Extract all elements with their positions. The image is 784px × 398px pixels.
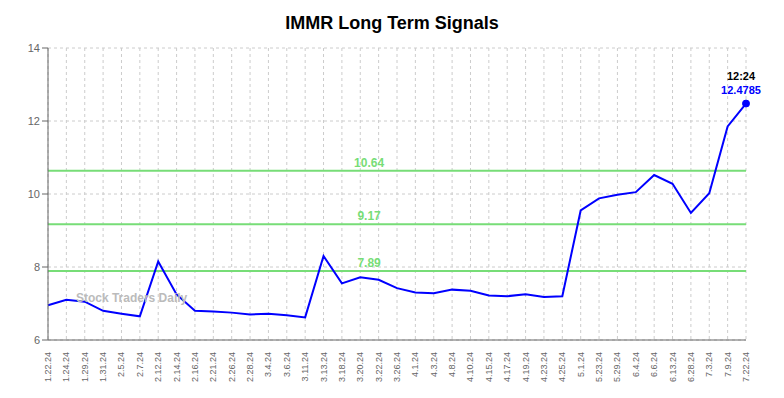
svg-text:3.26.24: 3.26.24 [392, 352, 402, 382]
svg-text:4.15.24: 4.15.24 [484, 352, 494, 382]
svg-text:2.5.24: 2.5.24 [116, 352, 126, 377]
html-text:Stock Traders Daily: Stock Traders Daily [75, 291, 188, 305]
svg-text:3.4.24: 3.4.24 [263, 352, 273, 377]
svg-text:3.6.24: 3.6.24 [282, 352, 292, 377]
svg-text:1.24.24: 1.24.24 [61, 352, 71, 382]
svg-text:7.3.24: 7.3.24 [704, 352, 714, 377]
svg-text:6: 6 [34, 334, 40, 346]
svg-text:2.21.24: 2.21.24 [208, 352, 218, 382]
svg-text:6.13.24: 6.13.24 [668, 352, 678, 382]
svg-text:4.17.24: 4.17.24 [502, 352, 512, 382]
svg-text:6.28.24: 6.28.24 [686, 352, 696, 382]
svg-text:3.20.24: 3.20.24 [355, 352, 365, 382]
svg-text:4.8.24: 4.8.24 [447, 352, 457, 377]
svg-text:2.14.24: 2.14.24 [172, 352, 182, 382]
svg-text:3.11.24: 3.11.24 [300, 352, 310, 381]
svg-text:1.29.24: 1.29.24 [80, 352, 90, 382]
svg-text:3.22.24: 3.22.24 [374, 352, 384, 382]
svg-text:10: 10 [28, 188, 40, 200]
svg-text:10.64: 10.64 [354, 156, 384, 170]
svg-text:4.23.24: 4.23.24 [539, 352, 549, 382]
svg-text:2.7.24: 2.7.24 [135, 352, 145, 377]
svg-text:6.6.24: 6.6.24 [649, 352, 659, 377]
svg-text:5.1.24: 5.1.24 [576, 352, 586, 377]
html-text:IMMR Long Term Signals: IMMR Long Term Signals [285, 13, 499, 33]
svg-text:14: 14 [28, 42, 40, 54]
svg-text:2.16.24: 2.16.24 [190, 352, 200, 382]
svg-text:12: 12 [28, 115, 40, 127]
svg-text:8: 8 [34, 261, 40, 273]
svg-text:4.1.24: 4.1.24 [410, 352, 420, 377]
svg-text:4.3.24: 4.3.24 [429, 352, 439, 377]
svg-text:12:24: 12:24 [727, 70, 756, 82]
svg-text:7.9.24: 7.9.24 [723, 352, 733, 377]
svg-text:1.22.24: 1.22.24 [43, 352, 53, 382]
svg-text:1.31.24: 1.31.24 [98, 352, 108, 382]
svg-text:2.26.24: 2.26.24 [227, 352, 237, 382]
svg-text:12.4785: 12.4785 [721, 84, 761, 96]
svg-text:7.89: 7.89 [357, 256, 381, 270]
svg-text:7.22.24: 7.22.24 [741, 352, 751, 382]
svg-text:5.29.24: 5.29.24 [612, 352, 622, 382]
svg-text:5.23.24: 5.23.24 [594, 352, 604, 382]
svg-text:4.25.24: 4.25.24 [557, 352, 567, 382]
svg-text:9.17: 9.17 [357, 209, 381, 223]
svg-text:3.18.24: 3.18.24 [337, 352, 347, 382]
svg-text:4.19.24: 4.19.24 [521, 352, 531, 382]
svg-text:2.12.24: 2.12.24 [153, 352, 163, 382]
svg-text:3.13.24: 3.13.24 [319, 352, 329, 382]
svg-text:2.28.24: 2.28.24 [245, 352, 255, 382]
svg-text:4.10.24: 4.10.24 [465, 352, 475, 382]
svg-text:6.4.24: 6.4.24 [631, 352, 641, 377]
